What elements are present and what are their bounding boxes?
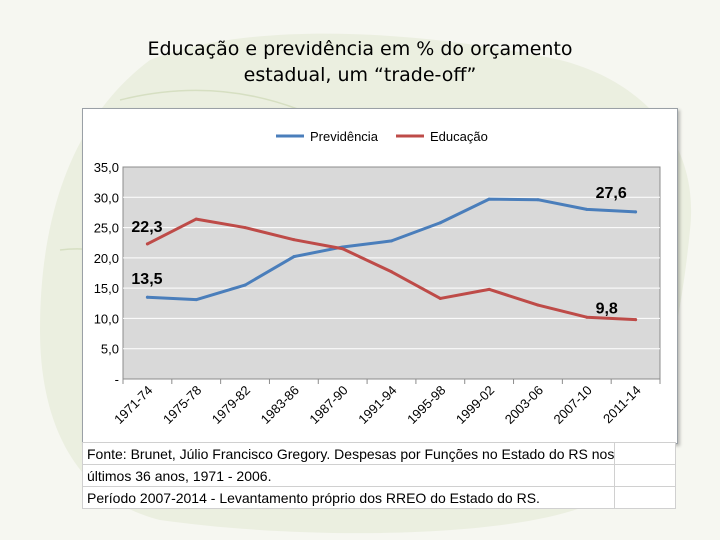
y-tick-label: 20,0 xyxy=(94,251,119,266)
data-point-previdência xyxy=(487,197,491,201)
source-row-1: Fonte: Brunet, Júlio Francisco Gregory. … xyxy=(81,442,676,465)
x-tick-label: 2003-06 xyxy=(502,383,546,427)
data-label: 27,6 xyxy=(596,185,627,202)
x-tick-label: 1979-82 xyxy=(209,383,253,427)
data-point-previdência xyxy=(145,295,149,299)
data-point-educação xyxy=(536,303,540,307)
y-tick-label: 10,0 xyxy=(94,311,119,326)
data-point-previdência xyxy=(194,298,198,302)
x-tick-label: 1983-86 xyxy=(258,383,302,427)
data-point-educação xyxy=(243,226,247,230)
x-tick-label: 1975-78 xyxy=(160,383,204,427)
source-line-1: Fonte: Brunet, Júlio Francisco Gregory. … xyxy=(81,442,616,465)
x-tick-label: 2011-14 xyxy=(600,383,644,427)
table-empty-cell xyxy=(614,442,676,465)
x-tick-label: 1987-90 xyxy=(306,383,350,427)
data-point-educação xyxy=(438,296,442,300)
data-point-educação xyxy=(145,242,149,246)
x-tick-label: 2007-10 xyxy=(551,383,595,427)
legend-label-previdência: Previdência xyxy=(310,129,379,144)
data-label: 9,8 xyxy=(596,301,618,318)
table-empty-cell xyxy=(614,486,676,509)
x-tick-label: 1991-94 xyxy=(355,383,399,427)
data-point-previdência xyxy=(634,210,638,214)
data-point-educação xyxy=(634,318,638,322)
y-tick-label: 25,0 xyxy=(94,221,119,236)
source-line-2: últimos 36 anos, 1971 - 2006. xyxy=(81,464,616,487)
data-point-educação xyxy=(194,217,198,221)
data-point-educação xyxy=(390,270,393,274)
y-tick-label: 5,0 xyxy=(101,342,119,357)
data-point-previdência xyxy=(438,221,442,225)
data-point-previdência xyxy=(585,207,589,211)
slide-title-line-2: estadual, um “trade-off” xyxy=(243,64,477,86)
table-empty-cell xyxy=(614,464,676,487)
source-table: Fonte: Brunet, Júlio Francisco Gregory. … xyxy=(81,442,676,509)
x-tick-label: 1995-98 xyxy=(404,383,448,427)
source-line-3: Período 2007-2014 - Levantamento próprio… xyxy=(81,486,616,509)
legend-label-educação: Educação xyxy=(430,129,488,144)
slide-title: Educação e previdência em % do orçamento… xyxy=(60,36,660,88)
y-tick-label: 15,0 xyxy=(94,281,119,296)
data-label: 22,3 xyxy=(131,219,162,236)
data-point-educação xyxy=(487,287,491,291)
x-tick-label: 1971-74 xyxy=(111,383,155,427)
data-label: 13,5 xyxy=(131,271,162,288)
y-tick-label: 30,0 xyxy=(94,190,119,205)
slide-title-line-1: Educação e previdência em % do orçamento xyxy=(147,38,573,60)
data-point-educação xyxy=(585,315,589,319)
x-tick-label: 1999-02 xyxy=(453,383,497,427)
source-row-2: últimos 36 anos, 1971 - 2006. xyxy=(81,464,676,487)
data-point-educação xyxy=(292,238,296,242)
data-point-previdência xyxy=(536,198,540,202)
data-point-previdência xyxy=(292,255,296,259)
data-point-previdência xyxy=(390,239,393,243)
data-point-previdência xyxy=(243,283,247,287)
source-row-3: Período 2007-2014 - Levantamento próprio… xyxy=(81,486,676,509)
data-point-educação xyxy=(341,247,345,251)
chart-container: 35,0 30,0 25,0 20,0 15,0 10,0 5,0 -1971-74 1975-… xyxy=(82,108,678,444)
y-tick-label: - xyxy=(115,372,119,387)
line-chart: 35,0 30,0 25,0 20,0 15,0 10,0 5,0 -1971-74 1975-… xyxy=(94,129,661,427)
y-tick-label: 35,0 xyxy=(94,160,119,175)
